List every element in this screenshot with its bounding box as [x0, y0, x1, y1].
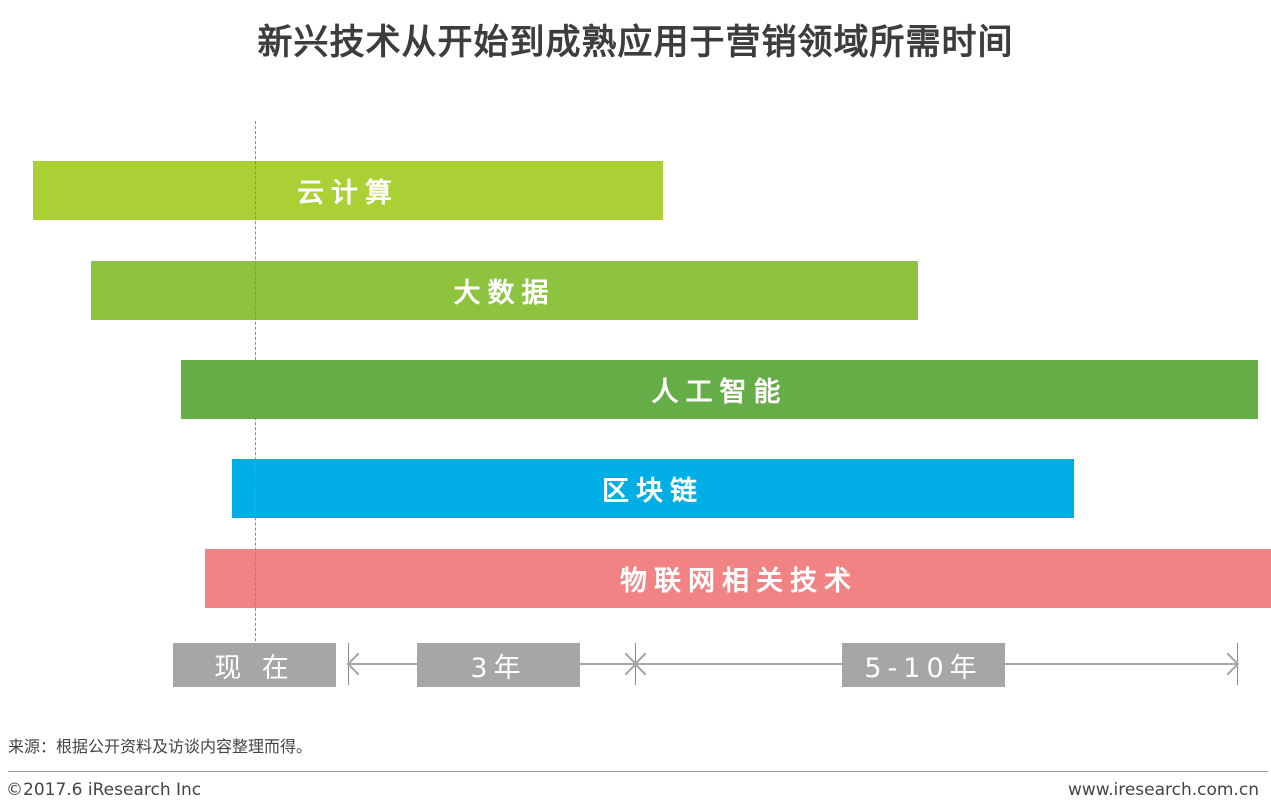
tick-start-3yr	[348, 643, 349, 685]
tick-end-3yr	[635, 643, 636, 685]
bar-label: 物联网相关技术	[620, 566, 858, 597]
chart-title: 新兴技术从开始到成熟应用于营销领域所需时间	[257, 23, 1014, 63]
arrowhead-right-icon	[1216, 652, 1240, 676]
source-note: 来源：根据公开资料及访谈内容整理而得。	[8, 737, 313, 756]
now-dashed-line	[255, 121, 256, 641]
bar-1: 云计算	[33, 161, 663, 220]
segment-label-5-10yr: 5-10年	[842, 643, 1005, 687]
bar-label: 人工智能	[651, 377, 788, 408]
arrowhead-left-icon	[346, 652, 370, 676]
arrowhead-left-icon	[633, 652, 657, 676]
bar-3: 人工智能	[181, 360, 1258, 419]
bar-label: 大数据	[453, 278, 556, 309]
copyright: ©2017.6 iResearch Inc	[6, 780, 202, 800]
segment-label-3yr: 3年	[417, 643, 580, 687]
bar-4: 区块链	[232, 459, 1074, 518]
tick-end-10yr	[1237, 643, 1238, 685]
bar-label: 区块链	[602, 476, 704, 507]
bar-2: 大数据	[91, 261, 918, 320]
website-link[interactable]: www.iresearch.com.cn	[1067, 780, 1259, 800]
footer-divider	[8, 771, 1268, 772]
now-label: 现 在	[173, 643, 336, 687]
bar-5: 物联网相关技术	[205, 549, 1271, 608]
bar-label: 云计算	[297, 178, 399, 209]
